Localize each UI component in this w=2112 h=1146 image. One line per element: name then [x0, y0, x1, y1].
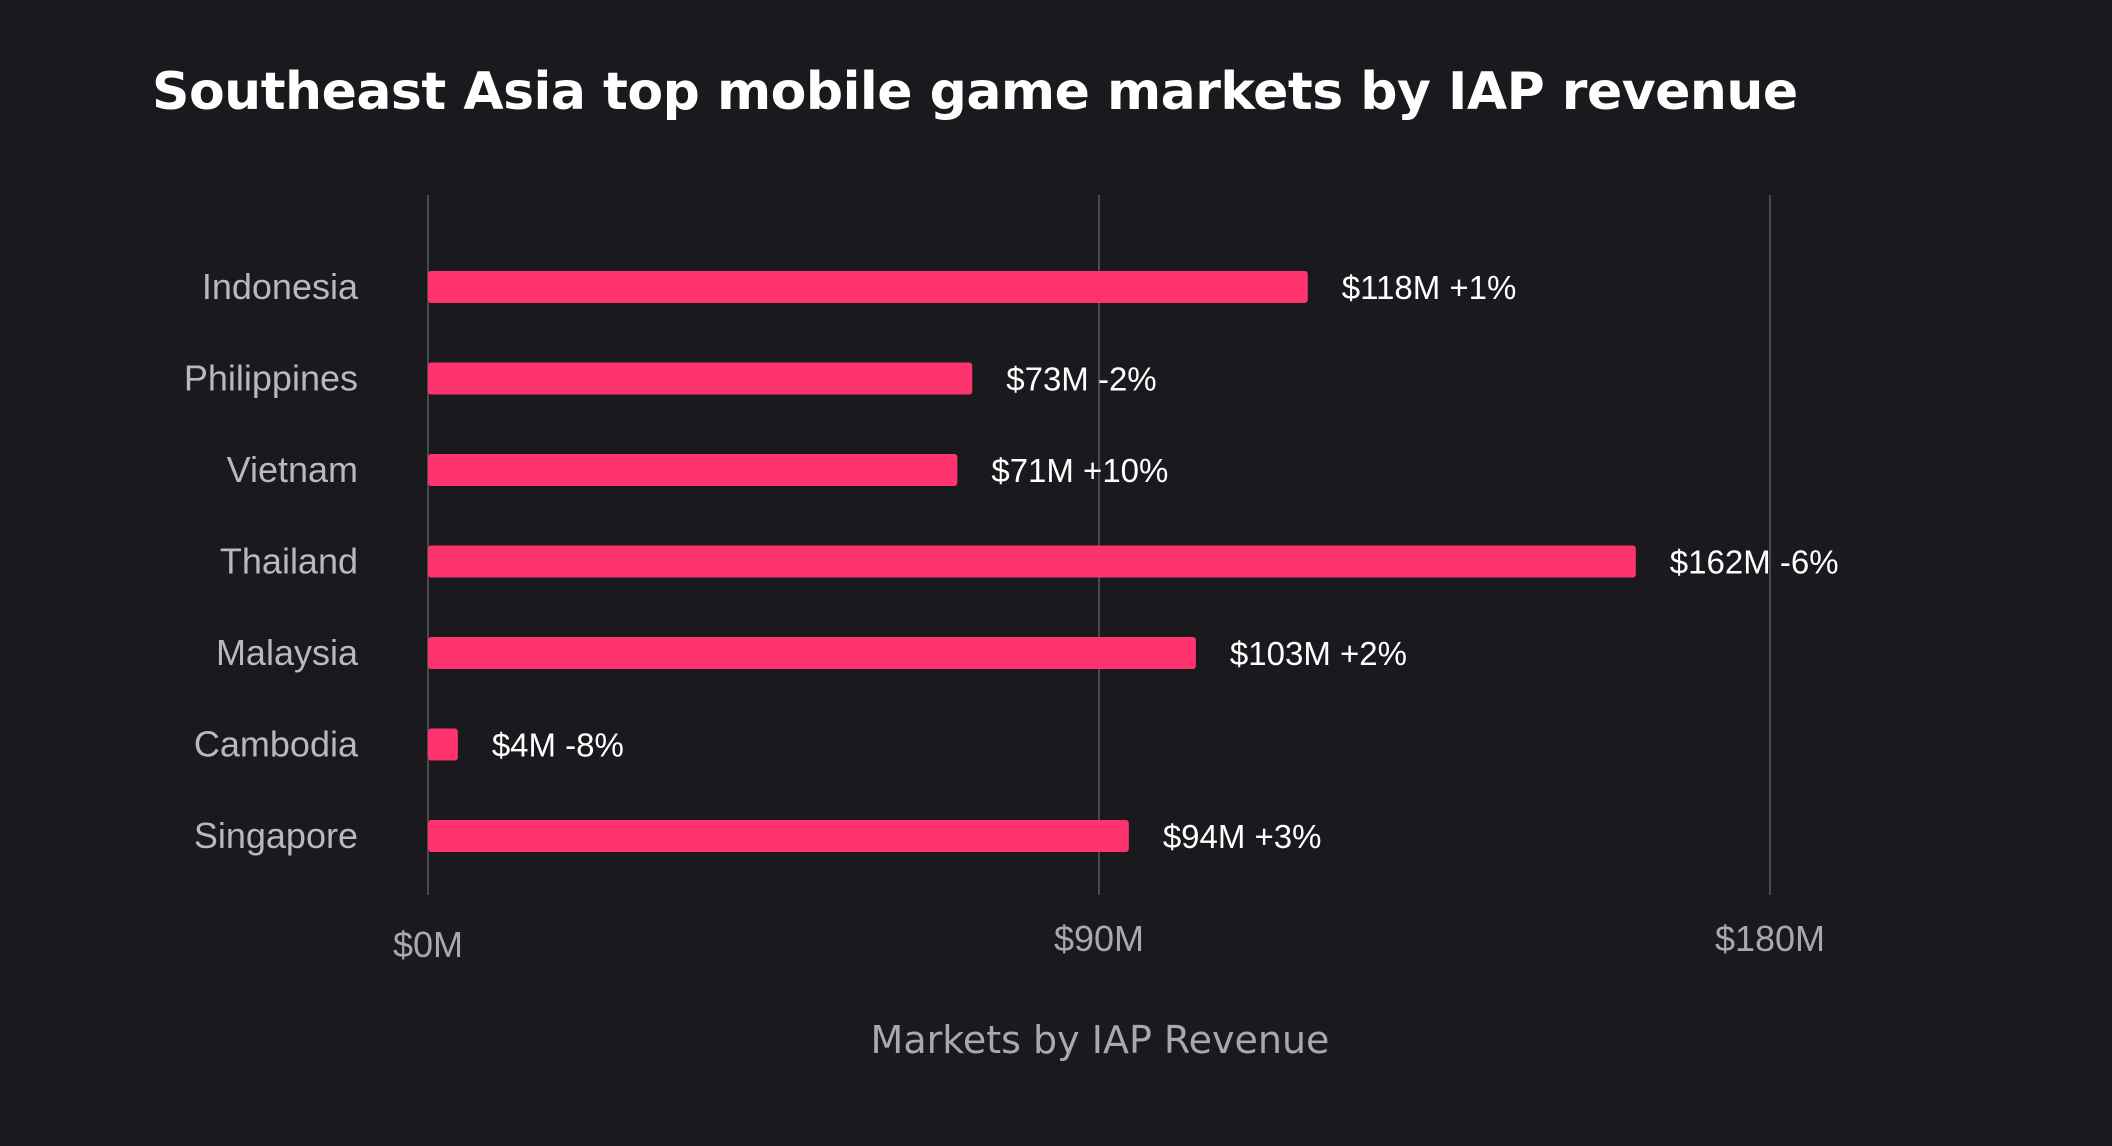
bar — [428, 728, 458, 761]
x-tick-labels: $0M $90M $180M — [393, 918, 1825, 965]
category-label: Vietnam — [227, 449, 358, 490]
category-labels: Indonesia Philippines Vietnam Thailand Malay… — [184, 266, 359, 856]
x-tick-label: $90M — [1054, 918, 1144, 959]
bar — [428, 545, 1636, 578]
data-label: $103M +2% — [1230, 635, 1407, 672]
data-label: $162M -6% — [1670, 544, 1839, 581]
category-label: Malaysia — [216, 632, 359, 673]
gridlines — [427, 195, 1771, 895]
bar — [428, 454, 958, 486]
data-label: $118M +1% — [1342, 269, 1517, 306]
data-label: $71M +10% — [991, 452, 1168, 489]
category-label: Singapore — [194, 815, 358, 856]
bar — [428, 362, 973, 395]
bar — [428, 637, 1196, 669]
chart-title: Southeast Asia top mobile game markets b… — [152, 62, 1798, 122]
x-tick-label: $180M — [1715, 918, 1825, 959]
category-label: Philippines — [184, 358, 358, 399]
category-label: Indonesia — [202, 266, 359, 307]
bar — [428, 820, 1129, 852]
x-axis-title: Markets by IAP Revenue — [871, 1018, 1330, 1062]
data-label: $4M -8% — [492, 727, 624, 764]
data-label: $94M +3% — [1163, 818, 1322, 855]
data-label: $73M -2% — [1006, 361, 1156, 398]
category-label: Cambodia — [194, 724, 359, 765]
category-label: Thailand — [220, 541, 358, 582]
bar — [428, 271, 1308, 303]
bars — [428, 271, 1636, 852]
x-tick-label: $0M — [393, 924, 463, 965]
data-labels: $118M +1% $73M -2% $71M +10% $162M -6% $103M… — [492, 269, 1839, 855]
